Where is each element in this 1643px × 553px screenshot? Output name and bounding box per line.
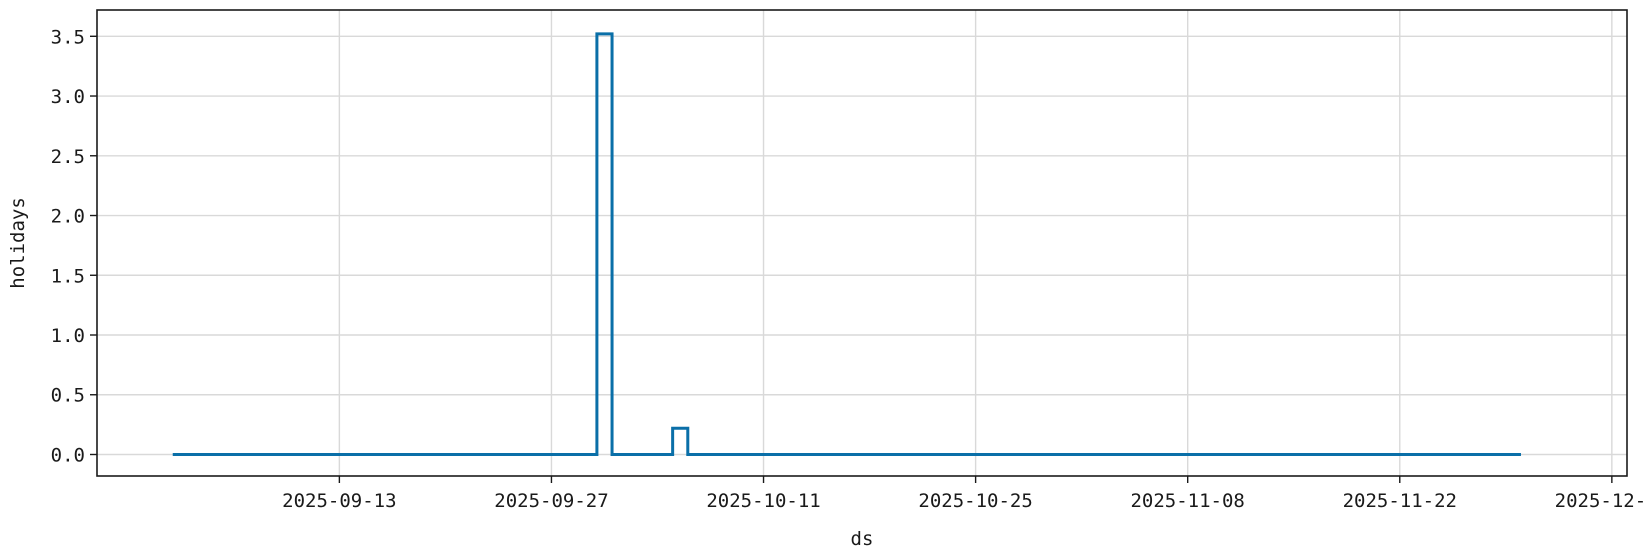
y-tick-label: 2.5: [51, 146, 85, 168]
y-tick-label: 3.0: [51, 86, 85, 108]
x-tick-label: 2025-09-13: [282, 490, 396, 512]
y-tick-label: 1.5: [51, 265, 85, 287]
y-tick-label: 2.0: [51, 206, 85, 228]
series-group: [172, 32, 1521, 456]
grid: [97, 10, 1627, 476]
series-line: [172, 32, 1521, 456]
y-tick-label: 0.0: [51, 444, 85, 466]
y-tick-label: 1.0: [51, 325, 85, 347]
plot-frame: [96, 9, 1628, 477]
x-tick-label: 2025-11-08: [1130, 490, 1244, 512]
x-axis-label: ds: [851, 528, 874, 550]
y-axis-label: holidays: [7, 197, 29, 289]
x-tick-label: 2025-10-25: [918, 490, 1032, 512]
x-tick-label: 2025-10-11: [706, 490, 820, 512]
y-tick-label: 3.5: [51, 26, 85, 48]
x-tick-label: 2025-09-27: [494, 490, 608, 512]
y-tick-label: 0.5: [51, 385, 85, 407]
ticks: 2025-09-13 2025-09-27 2025-10-11 2025-10-25…: [51, 26, 1643, 512]
x-tick-label: 2025-11-22: [1343, 490, 1457, 512]
x-tick-label: 2025-12-06: [1555, 490, 1643, 512]
